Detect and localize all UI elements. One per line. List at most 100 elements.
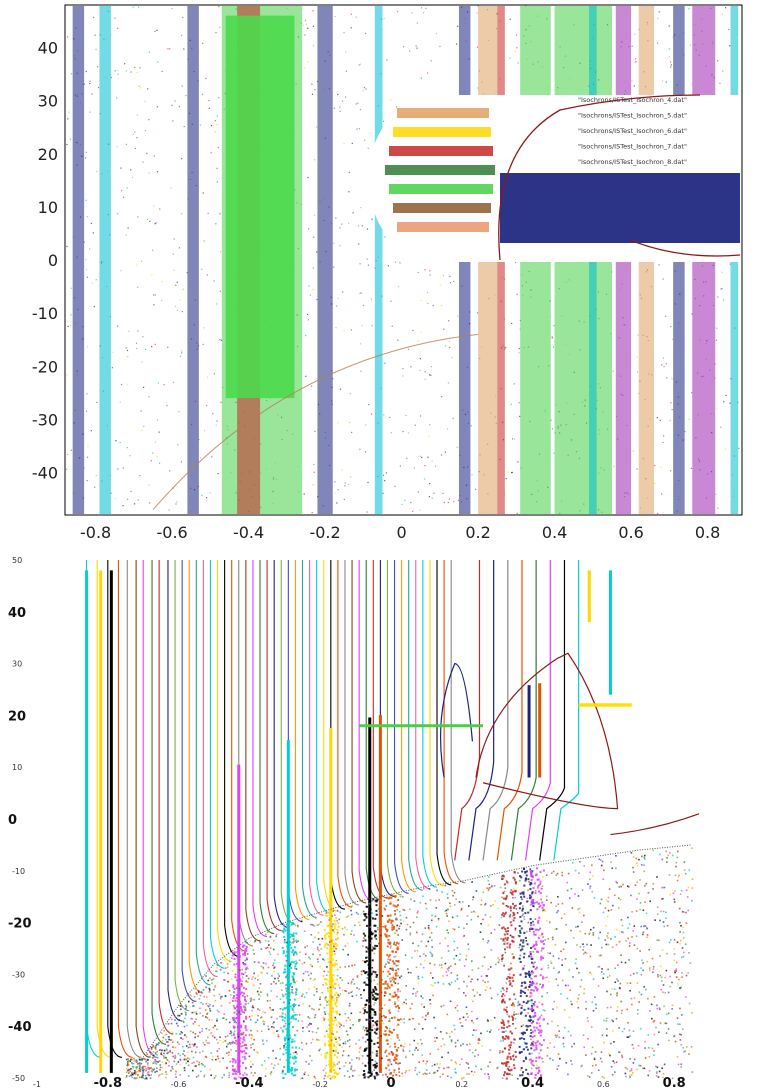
isochron-line-9 [167, 560, 183, 1022]
isochron-line-11 [181, 560, 197, 1002]
isochron-line-14 [202, 560, 218, 978]
isochron-line-22 [259, 560, 275, 935]
isochron-line-23 [266, 560, 282, 931]
top-band-0-2 [317, 6, 333, 514]
isochron-line-38 [372, 560, 388, 899]
bottom-isochron-lines [85, 560, 580, 1073]
isochron-line-10 [174, 560, 190, 1012]
top-navy-block [500, 173, 740, 243]
isochron-line-49 [450, 560, 466, 884]
bottom-x-tick-labels: -0.8 -0.4 0 0.4 0.8 -1 -0.6 -0.2 0.2 0.6 [33, 1076, 686, 1090]
isochron-line-4 [126, 560, 142, 1058]
isochron-line-33 [337, 560, 353, 908]
bottom-y-tick-labels: 40 20 0 -20 -40 50 30 10 -10 -30 -50 [8, 556, 32, 1083]
basin-isochron-6 [539, 560, 566, 861]
bottom-x-major-tick-3: 0.4 [521, 1076, 544, 1090]
bottom-y-minor-tick-3: -10 [12, 867, 25, 876]
top-x-tick-0: -0.8 [80, 523, 111, 542]
top-x-tick-labels: -0.8 -0.6 -0.4 -0.2 0 0.2 0.4 0.6 0.8 [80, 523, 720, 542]
basin-isochron-2 [482, 560, 509, 861]
isochron-line-27 [294, 560, 310, 921]
isochron-line-21 [252, 560, 268, 938]
bottom-y-major-tick-1: 20 [8, 709, 26, 724]
top-x-tick-1: -0.6 [156, 523, 187, 542]
top-legend: "Isochrons/ISTest_Isochron_4.dat" "Isochr… [578, 96, 687, 166]
top-band-3-1 [374, 6, 383, 514]
isochron-line-5 [135, 560, 151, 1058]
top-legend-entry-0: "Isochrons/ISTest_Isochron_4.dat" [578, 96, 687, 104]
top-stripe-5 [393, 203, 491, 213]
isochron-line-45 [422, 560, 438, 888]
bottom-x-major-tick-1: -0.4 [235, 1076, 263, 1090]
bottom-y-minor-tick-0: 50 [12, 556, 22, 565]
bottom-x-minor-tick-0: -1 [33, 1080, 41, 1089]
top-stripe-3 [385, 165, 495, 175]
bottom-scatter-region [125, 847, 694, 1080]
basin-isochron-0 [454, 560, 481, 861]
bottom-x-minor-tick-2: -0.2 [312, 1080, 328, 1089]
isochron-line-20 [245, 560, 261, 942]
bottom-x-minor-tick-4: 0.6 [597, 1080, 610, 1089]
top-x-tick-6: 0.4 [542, 523, 567, 542]
bottom-chart: 40 20 0 -20 -40 50 30 10 -10 -30 -50 -0.8 -0.4 0 0.4 0… [8, 556, 700, 1090]
bottom-y-minor-tick-2: 10 [12, 763, 22, 772]
isochron-line-8 [158, 560, 174, 1035]
top-overlay [152, 94, 741, 511]
top-chart: "Isochrons/ISTest_Isochron_4.dat" "Isochr… [32, 4, 743, 542]
isochron-line-42 [401, 560, 416, 893]
top-band-0-0 [72, 6, 85, 514]
bottom-x-major-tick-0: -0.8 [94, 1076, 122, 1090]
top-x-tick-5: 0.2 [465, 523, 490, 542]
top-x-tick-2: -0.4 [233, 523, 264, 542]
isochron-line-41 [393, 560, 409, 894]
isochron-line-13 [195, 560, 211, 986]
top-stripe-4 [389, 184, 493, 194]
isochron-line-48 [443, 560, 459, 885]
isochron-line-44 [415, 560, 431, 890]
bottom-y-major-tick-3: -20 [8, 917, 32, 932]
top-legend-entry-4: "Isochrons/ISTest_Isochron_8.dat" [578, 158, 687, 166]
bottom-y-major-tick-0: 40 [8, 606, 26, 621]
top-stripe-2 [389, 146, 493, 156]
bottom-curves [142, 570, 700, 1058]
top-boundary-arc [152, 333, 479, 511]
isochron-line-7 [151, 560, 167, 1045]
bottom-x-major-tick-2: 0 [386, 1076, 395, 1090]
top-y-tick-5: -10 [32, 304, 58, 323]
top-isochron-curve-2 [629, 239, 741, 257]
top-x-tick-8: 0.8 [695, 523, 720, 542]
top-stripe-6 [397, 222, 489, 232]
isochron-line-15 [209, 560, 225, 969]
bottom-y-minor-tick-5: -50 [12, 1074, 25, 1083]
top-isochron-curve [498, 94, 701, 261]
bottom-y-major-tick-4: -40 [8, 1020, 32, 1035]
basin-isochron-1 [468, 560, 495, 861]
isochron-line-18 [231, 560, 246, 952]
top-y-tick-4: 0 [48, 251, 58, 270]
top-y-tick-3: 10 [38, 198, 58, 217]
basin-isochron-3 [496, 560, 523, 861]
isochron-line-17 [224, 560, 239, 957]
basin-isochron-7 [553, 560, 580, 861]
bottom-y-major-tick-2: 0 [8, 813, 17, 828]
top-x-tick-4: 0 [396, 523, 406, 542]
top-x-tick-3: -0.2 [309, 523, 340, 542]
top-legend-entry-3: "Isochrons/ISTest_Isochron_7.dat" [578, 143, 687, 151]
top-legend-entry-2: "Isochrons/ISTest_Isochron_6.dat" [578, 127, 687, 135]
isochron-line-35 [351, 560, 367, 904]
top-y-tick-6: -20 [32, 357, 58, 376]
top-stripe-1 [393, 127, 491, 137]
isochron-line-6 [142, 560, 158, 1058]
top-y-tick-7: -30 [32, 410, 58, 429]
bottom-y-minor-tick-4: -30 [12, 970, 25, 979]
top-y-tick-0: 40 [38, 39, 58, 58]
top-y-tick-8: -40 [32, 464, 58, 483]
isochron-line-47 [436, 560, 452, 886]
right-tail-curve [610, 813, 700, 836]
top-y-tick-2: 20 [38, 145, 58, 164]
top-band-3-0 [99, 6, 111, 514]
isochron-line-43 [408, 560, 423, 891]
top-green-block [225, 15, 295, 399]
boundary-curve [142, 844, 692, 1058]
top-stripe-0 [397, 108, 489, 118]
